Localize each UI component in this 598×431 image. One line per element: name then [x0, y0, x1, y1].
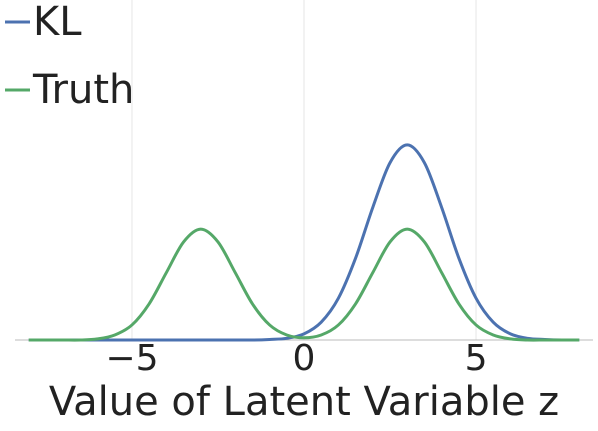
x-tick-label: 5	[465, 338, 488, 379]
x-tick-label: 0	[293, 338, 316, 379]
line-series	[28, 143, 580, 342]
x-tick-label: −5	[105, 338, 158, 379]
legend-label: KL	[33, 0, 82, 45]
x-axis-label: Value of Latent Variable z	[49, 379, 559, 425]
line-series	[28, 227, 580, 342]
legend-label: Truth	[32, 67, 134, 113]
